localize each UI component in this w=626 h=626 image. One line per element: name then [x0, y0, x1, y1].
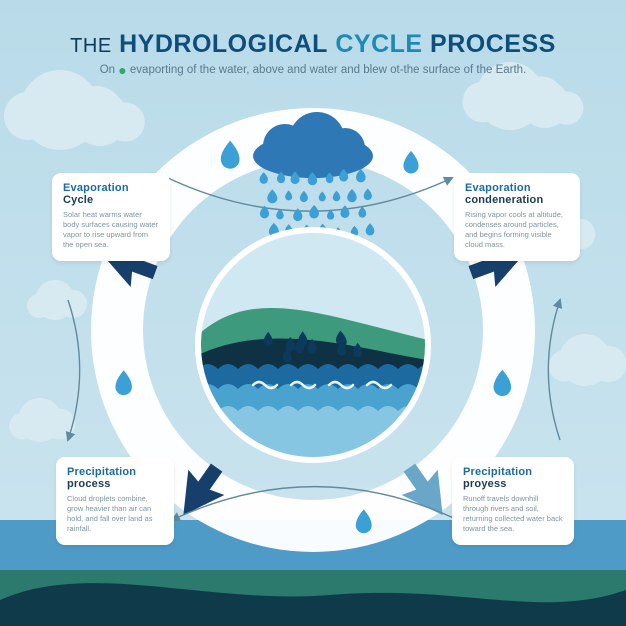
info-card-2: Precipitation process Cloud droplets comb… — [56, 457, 174, 545]
page-subtitle: On ● evaporting of the water, above and … — [0, 64, 626, 76]
info-card-0: Evaporation Cycle Solar heat warms water … — [52, 173, 170, 261]
info-card-3: Precipitation proyess Runoff travels down… — [452, 457, 574, 545]
card-body: Rising vapor cools at altitude, condense… — [465, 210, 569, 251]
card-body: Runoff travels downhill through rivers a… — [463, 494, 563, 535]
info-card-1: Evaporation condeneration Rising vapor co… — [454, 173, 580, 261]
card-title: Precipitation proyess — [463, 466, 563, 490]
card-title: Evaporation condeneration — [465, 182, 569, 206]
page-title: THE HYDROLOGICAL CYCLE PROCESS — [0, 30, 626, 59]
card-body: Solar heat warms water body surfaces cau… — [63, 210, 159, 251]
card-title: Evaporation Cycle — [63, 182, 159, 206]
card-title: Precipitation process — [67, 466, 163, 490]
card-body: Cloud droplets combine, grow heavier tha… — [67, 494, 163, 535]
